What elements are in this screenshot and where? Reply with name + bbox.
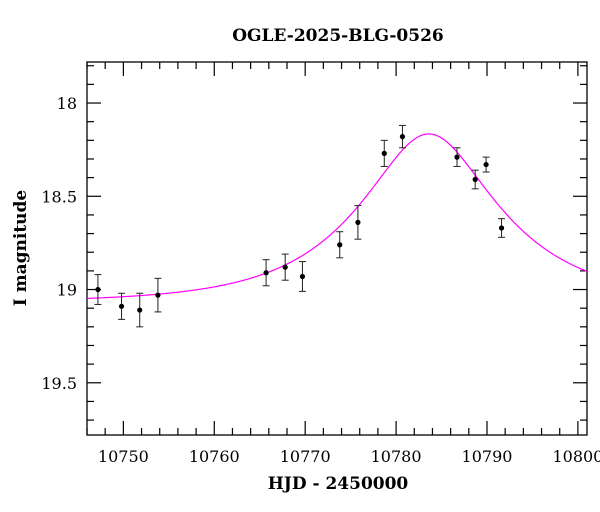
x-tick-label: 10750 (98, 447, 149, 466)
y-axis-label: I magnitude (11, 190, 31, 307)
point-marker (337, 242, 343, 248)
y-tick-label: 18.5 (41, 187, 77, 206)
x-tick-label: 10770 (280, 447, 331, 466)
point-marker (399, 134, 406, 140)
point-marker (381, 150, 387, 156)
x-axis-label: HJD - 2450000 (268, 474, 409, 494)
data-point (281, 253, 289, 281)
point-marker (299, 273, 306, 280)
point-marker (282, 264, 288, 270)
model-curve (86, 133, 588, 300)
point-marker (263, 270, 269, 276)
data-point (380, 139, 388, 167)
point-marker (472, 176, 478, 183)
x-tick-label: 10790 (462, 447, 513, 466)
data-point (136, 292, 144, 328)
data-point (298, 261, 306, 292)
point-marker (355, 219, 361, 225)
data-point (498, 218, 506, 238)
data-point (398, 124, 406, 149)
point-marker (483, 161, 489, 168)
x-tick-label: 10760 (189, 447, 240, 466)
point-marker (118, 303, 125, 309)
data-point (94, 274, 102, 305)
data-points (94, 124, 506, 328)
data-point (453, 147, 461, 167)
point-marker (498, 225, 505, 231)
point-marker (155, 292, 161, 298)
plot-frame (86, 61, 588, 436)
data-point (118, 292, 126, 320)
axis-ticks (86, 62, 587, 435)
y-tick-label: 18 (57, 94, 77, 113)
data-point (471, 169, 479, 190)
data-point (482, 156, 490, 173)
data-point (262, 259, 270, 287)
data-point (336, 231, 344, 259)
y-tick-label: 19 (57, 281, 77, 300)
x-tick-label: 10780 (371, 447, 422, 466)
axis-tick-labels: 10750 10760 10770 10780 10790 10800 18 18.5 19 19… (41, 94, 600, 466)
data-point (154, 277, 162, 313)
point-marker (95, 286, 101, 293)
point-marker (454, 154, 460, 160)
x-tick-label: 10800 (552, 447, 600, 466)
chart-title: OGLE-2025-BLG-0526 (232, 26, 444, 46)
point-marker (137, 307, 143, 313)
y-tick-label: 19.5 (41, 374, 77, 393)
data-point (354, 205, 362, 240)
